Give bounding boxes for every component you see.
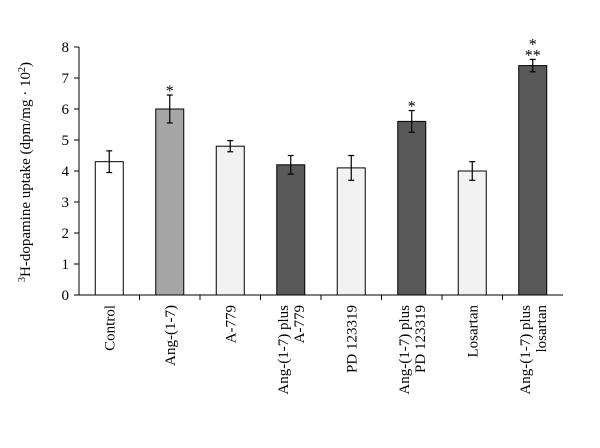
y-axis-label-close: ) — [18, 62, 34, 67]
x-tick-label: PD 123319 — [413, 305, 429, 373]
axes: 0 1 2 3 4 5 6 7 8 — [62, 40, 563, 304]
x-tick-label: A-779 — [223, 305, 239, 343]
bar — [276, 164, 306, 296]
x-category-label: Ang-(1-7) — [163, 305, 179, 366]
x-category-label: A-779 — [223, 305, 239, 343]
y-tick-label: 4 — [62, 164, 70, 180]
y-axis-label: 3H-dopamine uptake (dpm/mg · 102) — [17, 62, 35, 282]
y-axis-label-sup-post: 2 — [17, 67, 28, 72]
x-category-label: Ang-(1-7) plus losartan — [518, 305, 550, 395]
x-category-label: Ang-(1-7) plus A-779 — [276, 305, 308, 395]
significance-mark: ** — [525, 47, 541, 64]
x-category-label: Ang-(1-7) plus PD 123319 — [397, 305, 429, 395]
significance-mark: * — [166, 83, 174, 100]
y-tick-label: 7 — [62, 71, 70, 87]
bar — [397, 120, 427, 296]
x-category-label: Control — [102, 305, 118, 351]
x-tick-label: Ang-(1-7) — [163, 305, 179, 366]
x-tick-label: losartan — [534, 305, 550, 353]
significance-marks: ***** — [166, 36, 541, 115]
x-tick-label: Ang-(1-7) plus — [397, 305, 413, 395]
x-tick-label: Ang-(1-7) plus — [518, 305, 534, 395]
bar — [457, 170, 487, 296]
x-tick-label: Losartan — [465, 305, 481, 358]
bar — [518, 65, 548, 296]
category-labels: Control Ang-(1-7) A-779 Ang-(1-7) plus A-779… — [102, 305, 550, 395]
x-tick-label: A-779 — [292, 305, 308, 343]
y-axis-label-main: H-dopamine uptake (dpm/mg · 10 — [18, 72, 34, 277]
bars — [94, 65, 548, 296]
significance-mark: * — [408, 99, 416, 116]
y-tick-label: 8 — [62, 40, 70, 56]
y-tick-label: 0 — [62, 288, 70, 304]
x-category-label: Losartan — [465, 305, 481, 358]
x-tick-label: Ang-(1-7) plus — [276, 305, 292, 395]
x-tick-label: Control — [102, 305, 118, 351]
error-bars — [106, 58, 536, 181]
x-category-label: PD 123319 — [344, 305, 360, 373]
bar — [336, 167, 366, 296]
y-tick-label: 5 — [62, 133, 70, 149]
x-tick-label: PD 123319 — [344, 305, 360, 373]
bar — [215, 145, 245, 296]
y-tick-label: 2 — [62, 226, 70, 242]
bar — [94, 161, 124, 296]
y-tick-label: 3 — [62, 195, 70, 211]
y-tick-label: 6 — [62, 102, 70, 118]
significance-mark: * — [529, 36, 537, 53]
y-tick-label: 1 — [62, 257, 70, 273]
bar — [155, 108, 185, 296]
y-axis-label-sup-pre: 3 — [17, 277, 28, 282]
